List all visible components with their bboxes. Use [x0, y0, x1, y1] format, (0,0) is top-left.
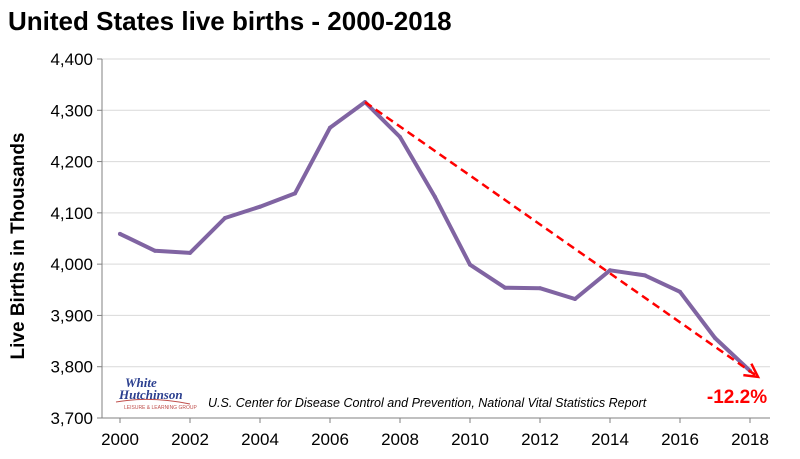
x-tick-label: 2014: [591, 430, 629, 449]
data-point: [223, 215, 227, 220]
y-tick-label: 4,000: [50, 255, 93, 274]
data-point: [713, 335, 717, 340]
chart-title: United States live births - 2000-2018: [8, 6, 452, 36]
y-tick-label: 3,800: [50, 358, 93, 377]
data-point: [503, 285, 507, 290]
data-point: [153, 248, 157, 253]
births-series-line: [118, 100, 752, 373]
data-point: [573, 297, 577, 302]
data-point: [258, 204, 262, 209]
x-tick-label: 2000: [101, 430, 139, 449]
data-point: [118, 231, 122, 236]
y-tick-label: 3,700: [50, 409, 93, 428]
axes: [101, 59, 770, 423]
x-tick-label: 2018: [731, 430, 769, 449]
trend-arrow: [364, 101, 761, 379]
data-point: [188, 250, 192, 255]
x-tick-label: 2002: [171, 430, 209, 449]
y-tick-labels: 3,700 3,800 3,900 4,000 4,100 4,200 4,300 4,400: [50, 50, 93, 428]
trend-line: [364, 101, 759, 378]
x-tick-label: 2010: [451, 430, 489, 449]
y-axis-label: Live Births in Thousands: [8, 133, 29, 360]
y-tick-label: 3,900: [50, 306, 93, 325]
y-tick-label: 4,100: [50, 204, 93, 223]
data-point: [538, 286, 542, 291]
data-point: [433, 194, 437, 199]
gridlines: [97, 58, 770, 419]
data-point: [398, 134, 402, 139]
data-point: [293, 191, 297, 196]
series: [118, 100, 752, 373]
y-tick-label: 4,300: [50, 101, 93, 120]
data-point: [468, 262, 472, 267]
data-point: [678, 289, 682, 294]
logo-swoosh-icon: [115, 398, 191, 405]
y-tick-label: 4,200: [50, 153, 93, 172]
x-tick-labels: 2000 2002 2004 2006 2008 2010 2012 2014 2016 2018: [101, 430, 769, 449]
x-tick-label: 2016: [661, 430, 699, 449]
y-tick-label: 4,400: [50, 50, 93, 69]
logo-tagline: LEISURE & LEARNING GROUP: [124, 405, 197, 411]
logo-line2: Hutchinson: [118, 387, 183, 402]
x-tick-label: 2012: [521, 430, 559, 449]
trend-arrowhead-icon: [743, 363, 761, 379]
data-point: [608, 268, 612, 273]
percent-change-label: -12.2%: [707, 387, 767, 408]
x-tick-label: 2008: [381, 430, 419, 449]
data-point: [643, 273, 647, 278]
x-tick-label: 2004: [241, 430, 279, 449]
x-tick-label: 2006: [311, 430, 349, 449]
data-point: [328, 125, 332, 130]
source-note: U.S. Center for Disease Control and Prev…: [208, 396, 647, 410]
white-hutchinson-logo: White Hutchinson LEISURE & LEARNING GROU…: [115, 375, 197, 411]
logo-line1: White: [125, 375, 157, 390]
